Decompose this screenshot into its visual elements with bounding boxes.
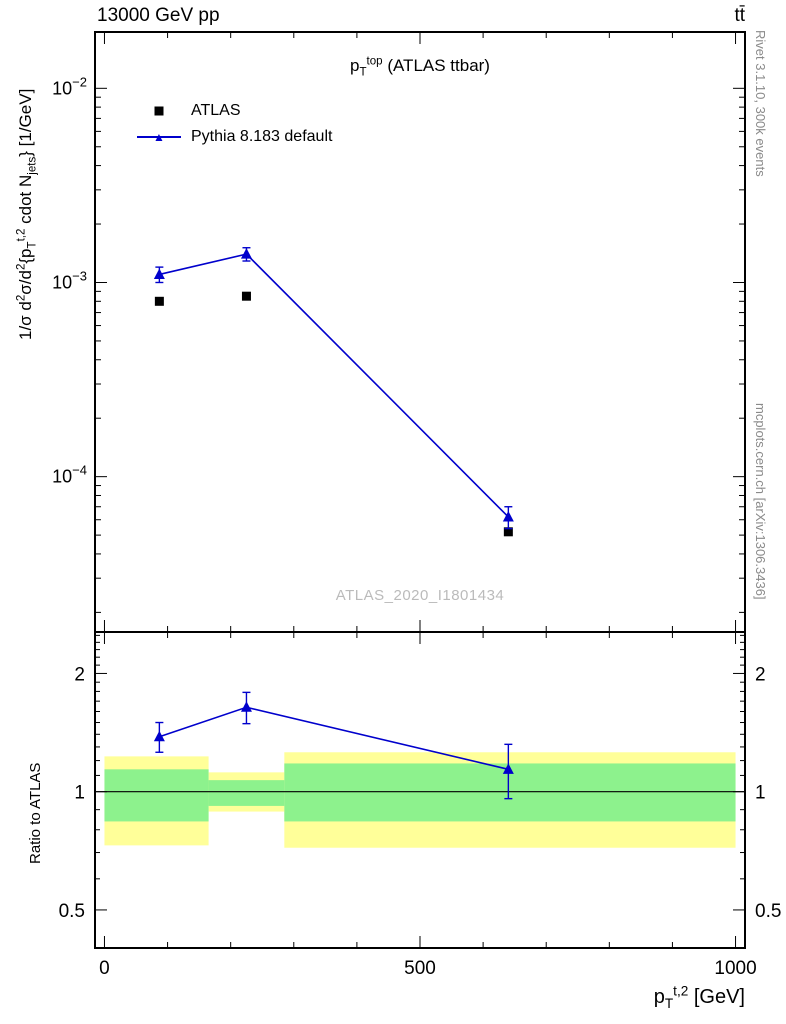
x-axis-label: pTt,2 [GeV] — [653, 983, 745, 1011]
svg-text:500: 500 — [404, 958, 436, 979]
svg-text:0.5: 0.5 — [755, 901, 781, 922]
plot-title: pTtop (ATLAS ttbar) — [350, 55, 490, 79]
legend-item: ▲ Pythia 8.183 default — [136, 127, 332, 146]
triangle-line-marker-icon: ▲ — [136, 127, 182, 146]
svg-text:2: 2 — [74, 664, 85, 685]
process-label: tt̄ — [734, 5, 745, 26]
svg-text:0.5: 0.5 — [59, 901, 85, 922]
svg-text:1: 1 — [74, 783, 85, 804]
svg-text:10−3: 10−3 — [52, 268, 87, 292]
legend: ATLAS ▲ Pythia 8.183 default — [136, 101, 332, 146]
legend-label: Pythia 8.183 default — [191, 127, 333, 145]
svg-text:10−2: 10−2 — [52, 74, 87, 98]
svg-text:1000: 1000 — [714, 958, 756, 979]
y-axis-label-main: 1/σ d2σ/d2{pTt,2 cdot Njets} [1/GeV] — [15, 88, 39, 340]
legend-label: ATLAS — [191, 101, 241, 119]
svg-text:0: 0 — [99, 958, 110, 979]
mcplots-reference-note: mcplots.cern.ch [arXiv:1306.3436] — [753, 403, 768, 600]
analysis-id-watermark: ATLAS_2020_I1801434 — [335, 587, 505, 604]
square-marker-icon — [136, 101, 182, 120]
svg-text:1: 1 — [755, 783, 766, 804]
svg-text:2: 2 — [755, 664, 766, 685]
y-axis-label-ratio: Ratio to ATLAS — [27, 762, 44, 864]
svg-text:10−4: 10−4 — [52, 463, 87, 487]
rivet-version-note: Rivet 3.1.10, 300k events — [753, 30, 768, 177]
legend-item: ATLAS — [136, 101, 332, 120]
beam-energy-label: 13000 GeV pp — [97, 5, 220, 26]
